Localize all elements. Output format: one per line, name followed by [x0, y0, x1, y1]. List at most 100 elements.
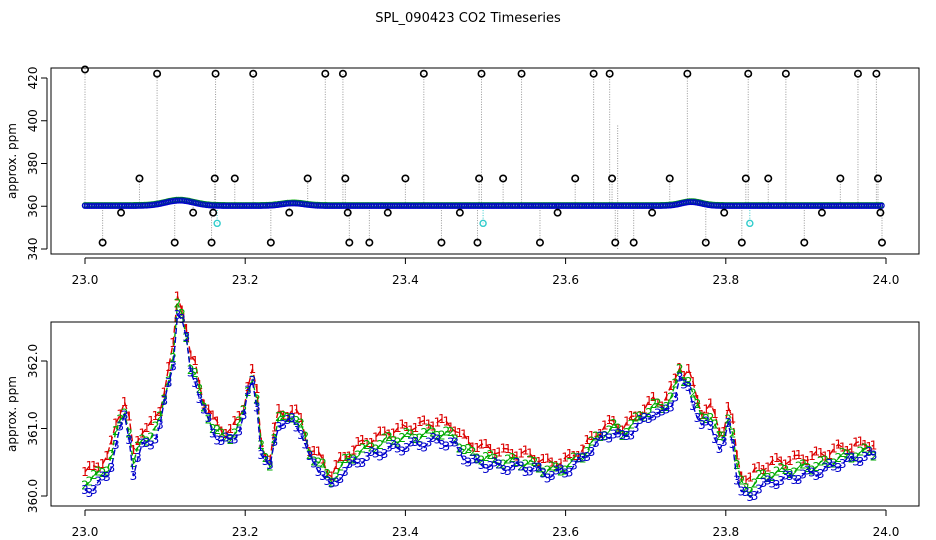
x-tick-label: 24.0	[873, 525, 900, 539]
y-tick-label: 361.0	[26, 411, 40, 445]
series-3-point: 3	[315, 465, 323, 479]
series-3-point: 3	[350, 455, 358, 469]
series-3-point: 3	[456, 445, 464, 459]
series-1-point: 1	[86, 459, 94, 473]
series-2-point: 2	[610, 417, 618, 431]
top-panel: 23.0 23.2 23.4 23.6 23.8 24.0340360380400420 …	[5, 65, 920, 287]
series-1-point: 1	[808, 449, 816, 463]
series-1-point: 1	[720, 425, 728, 439]
series-1-point: 1	[733, 449, 741, 463]
series-3-point: 3	[403, 441, 411, 455]
series-3-point: 3	[671, 391, 679, 405]
series-2-point: 2	[786, 467, 794, 481]
series-3-point: 3	[786, 469, 794, 483]
series-2-point: 2	[262, 451, 270, 465]
series-3-point: 3	[297, 428, 305, 442]
series-3-point: 3	[112, 438, 120, 452]
series-1-point: 1	[306, 445, 314, 459]
series-3-point: 3	[826, 457, 834, 471]
series-3-point: 3	[645, 412, 653, 426]
series-3-point: 3	[306, 449, 314, 463]
series-2-point: 2	[676, 362, 684, 376]
series-3-point: 3	[328, 477, 336, 491]
series-1-point: 1	[671, 372, 679, 386]
series-3-point: 3	[680, 377, 688, 391]
series-3-point: 3	[843, 451, 851, 465]
series-1-point: 1	[786, 454, 794, 468]
series-1-point: 1	[685, 362, 693, 376]
series-1-point: 1	[627, 409, 635, 423]
series-3-point: 3	[160, 394, 168, 408]
series-2-point: 2	[579, 452, 587, 466]
outlier-marker	[437, 238, 446, 247]
series-3-point: 3	[438, 438, 446, 452]
outlier-marker	[737, 238, 746, 247]
x-tick-label: 23.0	[72, 525, 99, 539]
spike-marker	[746, 219, 754, 228]
series-2-point: 2	[381, 432, 389, 446]
series-1-point: 1	[755, 460, 763, 474]
series-1-point: 1	[319, 453, 327, 467]
series-3-point: 3	[790, 473, 798, 487]
series-3-point: 3	[429, 431, 437, 445]
series-3-point: 3	[588, 445, 596, 459]
series-3-point: 3	[390, 438, 398, 452]
baseline-marker	[878, 202, 885, 209]
series-2-point: 2	[768, 470, 776, 484]
series-2-point: 2	[839, 446, 847, 460]
series-3-point: 3	[425, 436, 433, 450]
series-3-point: 3	[143, 436, 151, 450]
series-3-point: 3	[266, 458, 274, 472]
series-1-point: 1	[271, 420, 279, 434]
series-1-point: 1	[694, 393, 702, 407]
series-1-point: 1	[266, 453, 274, 467]
series-2-point: 2	[130, 456, 138, 470]
outlier-marker	[266, 238, 275, 247]
series-1-point: 1	[482, 437, 490, 451]
x-tick-label: 23.6	[552, 273, 579, 287]
series-2-point: 2	[724, 412, 732, 426]
series-3-point: 3	[227, 432, 235, 446]
series-3-point: 3	[103, 470, 111, 484]
series-1-point: 1	[667, 379, 675, 393]
series-1-line	[84, 296, 874, 482]
series-3-point: 3	[834, 461, 842, 475]
series-3-point: 3	[685, 380, 693, 394]
series-3-point: 3	[513, 456, 521, 470]
outlier-marker	[571, 174, 580, 183]
series-3-point: 3	[209, 426, 217, 440]
series-1-point: 1	[125, 410, 133, 424]
series-3-point: 3	[777, 474, 785, 488]
series-3-point: 3	[94, 475, 102, 489]
series-2-point: 2	[103, 465, 111, 479]
series-3-point: 3	[284, 413, 292, 427]
series-2-point: 2	[412, 432, 420, 446]
series-2-point: 2	[420, 426, 428, 440]
series-3-point: 3	[442, 439, 450, 453]
series-1-point: 1	[160, 385, 168, 399]
series-1-point: 1	[425, 417, 433, 431]
spike-marker	[213, 219, 221, 228]
series-2-point: 2	[711, 418, 719, 432]
outlier-marker	[209, 208, 218, 217]
series-2-point: 2	[760, 467, 768, 481]
series-1-point: 1	[412, 421, 420, 435]
series-3-point: 3	[218, 434, 226, 448]
series-3-point: 3	[702, 415, 710, 429]
series-1-point: 1	[310, 444, 318, 458]
series-1-point: 1	[698, 408, 706, 422]
series-2-point: 2	[275, 410, 283, 424]
outlier-marker	[872, 69, 881, 78]
series-1-point: 1	[716, 426, 724, 440]
series-1-point: 1	[253, 382, 261, 396]
series-2-point: 2	[843, 448, 851, 462]
series-2-point: 2	[649, 397, 657, 411]
series-1-point: 1	[839, 441, 847, 455]
series-2-point: 2	[663, 400, 671, 414]
outlier-marker	[836, 174, 845, 183]
series-1-point: 1	[557, 456, 565, 470]
outlier-marker	[605, 69, 614, 78]
series-1-point: 1	[447, 420, 455, 434]
series-2-point: 2	[297, 416, 305, 430]
series-1-point: 1	[434, 416, 442, 430]
